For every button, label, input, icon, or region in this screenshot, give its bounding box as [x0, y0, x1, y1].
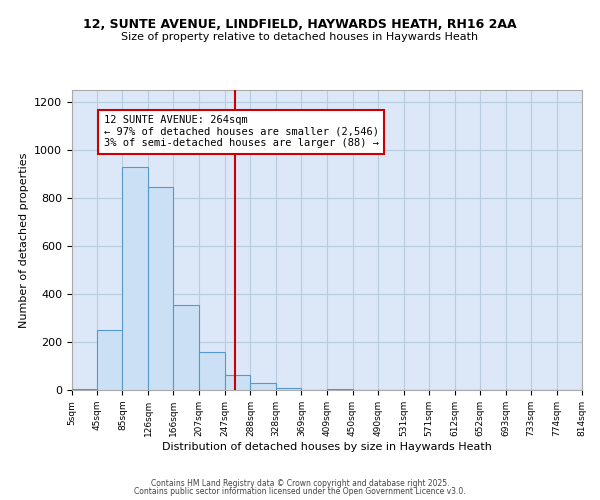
X-axis label: Distribution of detached houses by size in Haywards Heath: Distribution of detached houses by size …: [162, 442, 492, 452]
Bar: [148, 187, 173, 390]
Bar: [199, 352, 224, 390]
Y-axis label: Number of detached properties: Number of detached properties: [19, 152, 29, 328]
Text: 12, SUNTE AVENUE, LINDFIELD, HAYWARDS HEATH, RH16 2AA: 12, SUNTE AVENUE, LINDFIELD, HAYWARDS HE…: [83, 18, 517, 30]
Bar: [173, 305, 199, 390]
Bar: [326, 389, 353, 390]
Text: Size of property relative to detached houses in Haywards Heath: Size of property relative to detached ho…: [121, 32, 479, 42]
Bar: [224, 375, 250, 390]
Bar: [97, 330, 122, 390]
Text: 12 SUNTE AVENUE: 264sqm
← 97% of detached houses are smaller (2,546)
3% of semi-: 12 SUNTE AVENUE: 264sqm ← 97% of detache…: [104, 115, 379, 148]
Bar: [72, 389, 97, 390]
Text: Contains public sector information licensed under the Open Government Licence v3: Contains public sector information licen…: [134, 487, 466, 496]
Bar: [275, 388, 301, 390]
Text: Contains HM Land Registry data © Crown copyright and database right 2025.: Contains HM Land Registry data © Crown c…: [151, 478, 449, 488]
Bar: [122, 167, 148, 390]
Bar: [250, 383, 275, 390]
